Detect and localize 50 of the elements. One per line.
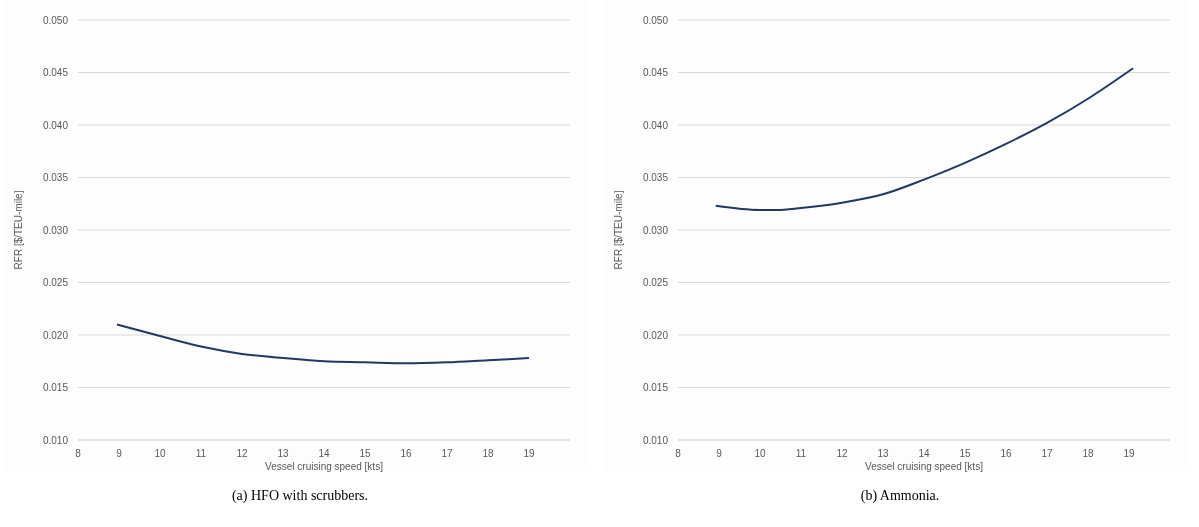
x-tick-label: 16 <box>400 448 412 459</box>
x-tick-label: 17 <box>441 448 453 459</box>
y-tick-label: 0.020 <box>642 329 669 341</box>
y-tick-label: 0.030 <box>642 224 669 236</box>
x-axis-title: Vessel cruising speed [kts] <box>865 461 984 472</box>
y-tick-label: 0.025 <box>642 277 669 288</box>
x-tick-label: 19 <box>523 448 535 459</box>
x-tick-label: 12 <box>836 448 848 459</box>
x-tick-label: 12 <box>236 448 248 459</box>
x-tick-label: 15 <box>959 448 971 459</box>
x-tick-label: 17 <box>1041 448 1053 459</box>
x-axis-title: Vessel cruising speed [kts] <box>265 461 384 472</box>
x-tick-label: 13 <box>877 448 889 459</box>
x-tick-label: 10 <box>154 448 166 459</box>
y-tick-label: 0.050 <box>642 14 669 26</box>
y-tick-label: 0.015 <box>42 382 69 393</box>
line-series <box>115 323 530 365</box>
x-tick-label: 14 <box>918 448 930 459</box>
x-tick-label: 15 <box>359 448 371 459</box>
y-tick-label: 0.045 <box>642 67 669 78</box>
y-tick-label: 0.025 <box>42 277 69 288</box>
text: (b) Ammonia. <box>860 488 940 504</box>
y-tick-label: 0.035 <box>642 172 669 183</box>
line-series <box>714 67 1135 212</box>
y-tick-label: 0.050 <box>42 14 69 26</box>
y-tick-label: 0.040 <box>42 119 69 131</box>
y-tick-label: 0.010 <box>642 434 669 446</box>
y-axis-title: RFR [$/TEU-mile] <box>613 190 624 270</box>
y-tick-label: 0.010 <box>42 434 69 446</box>
x-tick-label: 9 <box>716 448 723 459</box>
y-tick-label: 0.015 <box>642 382 669 393</box>
y-tick-label: 0.045 <box>42 67 69 78</box>
x-tick-label: 18 <box>482 448 494 459</box>
x-tick-label: 8 <box>75 448 82 459</box>
x-tick-label: 11 <box>195 448 207 459</box>
x-tick-label: 10 <box>754 448 766 459</box>
text: (a) HFO with scrubbers. <box>231 488 369 504</box>
y-tick-label: 0.030 <box>42 224 69 236</box>
x-tick-label: 19 <box>1123 448 1135 459</box>
x-tick-label: 11 <box>795 448 807 459</box>
x-tick-label: 16 <box>1000 448 1012 459</box>
x-tick-label: 8 <box>675 448 682 459</box>
x-tick-label: 14 <box>318 448 330 459</box>
y-tick-label: 0.020 <box>42 329 69 341</box>
y-tick-label: 0.035 <box>42 172 69 183</box>
x-tick-label: 18 <box>1082 448 1094 459</box>
y-axis-title: RFR [$/TEU-mile] <box>13 190 24 270</box>
x-tick-label: 13 <box>277 448 289 459</box>
y-tick-label: 0.040 <box>642 119 669 131</box>
x-tick-label: 9 <box>116 448 123 459</box>
